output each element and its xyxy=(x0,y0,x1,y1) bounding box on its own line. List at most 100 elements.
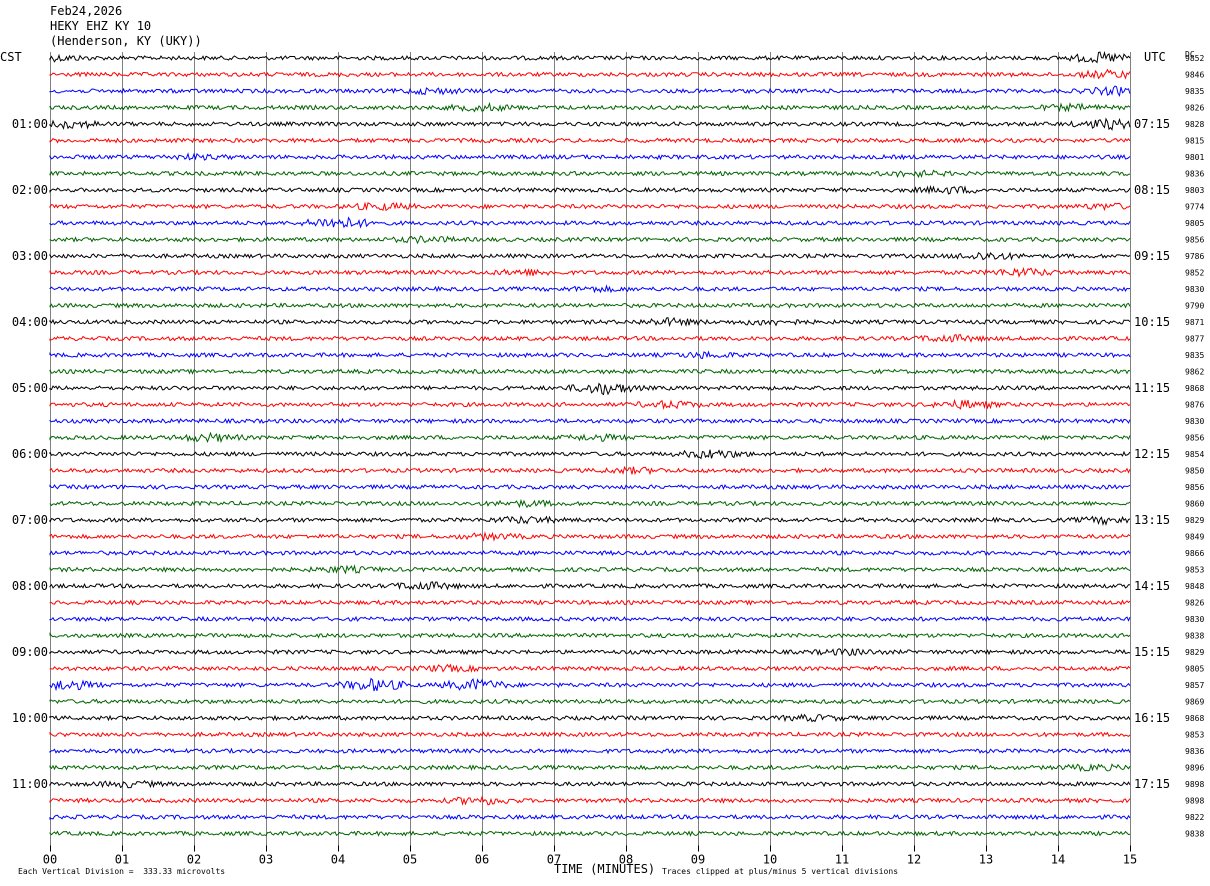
trace-line-21 xyxy=(49,382,1131,396)
dc-value-label: 9805 xyxy=(1185,219,1204,228)
trace-line-3 xyxy=(49,85,1131,97)
trace-line-28 xyxy=(49,498,1131,509)
dc-header-label: DC xyxy=(1185,50,1195,59)
trace-line-22 xyxy=(49,398,1131,411)
right-hour-label: 11:15 xyxy=(1134,381,1170,395)
x-tick-label: 10 xyxy=(763,853,777,867)
dc-value-label: 9853 xyxy=(1185,566,1204,575)
trace-line-46 xyxy=(49,795,1131,806)
dc-value-label: 9835 xyxy=(1185,87,1204,96)
trace-line-44 xyxy=(49,763,1131,773)
trace-line-16 xyxy=(49,302,1131,309)
dc-value-label: 9849 xyxy=(1185,533,1204,542)
dc-value-label: 9830 xyxy=(1185,285,1204,294)
x-tick-label: 09 xyxy=(691,853,705,867)
dc-value-label: 9828 xyxy=(1185,120,1204,129)
left-hour-label: 08:00 xyxy=(12,579,48,593)
dc-value-label: 9805 xyxy=(1185,665,1204,674)
dc-value-label: 9801 xyxy=(1185,153,1204,162)
trace-line-45 xyxy=(49,779,1131,789)
location-label: (Henderson, KY (UKY)) xyxy=(50,34,202,48)
seismic-traces xyxy=(49,50,1131,837)
right-hour-label: 15:15 xyxy=(1134,645,1170,659)
trace-line-23 xyxy=(49,417,1131,425)
right-hour-label: 16:15 xyxy=(1134,711,1170,725)
dc-value-label: 9868 xyxy=(1185,714,1204,723)
trace-line-27 xyxy=(49,483,1131,491)
left-hour-label: 03:00 xyxy=(12,249,48,263)
left-hour-label: 01:00 xyxy=(12,117,48,131)
dc-value-label: 9838 xyxy=(1185,830,1204,839)
x-axis-label: TIME (MINUTES) xyxy=(554,862,656,876)
x-tick-label: 11 xyxy=(835,853,849,867)
trace-line-2 xyxy=(49,68,1131,80)
trace-line-47 xyxy=(49,813,1131,821)
dc-value-label: 9868 xyxy=(1185,384,1204,393)
dc-value-label: 9862 xyxy=(1185,368,1204,377)
right-hour-label: 13:15 xyxy=(1134,513,1170,527)
x-tick-label: 14 xyxy=(1051,853,1065,867)
trace-line-37 xyxy=(49,648,1131,657)
trace-line-30 xyxy=(49,531,1131,542)
trace-line-39 xyxy=(49,677,1131,692)
left-hour-label: 05:00 xyxy=(12,381,48,395)
trace-line-43 xyxy=(49,747,1131,755)
dc-value-label: 9836 xyxy=(1185,170,1204,179)
left-hour-label: 11:00 xyxy=(12,777,48,791)
dc-value-label: 9856 xyxy=(1185,483,1204,492)
date-label: Feb24,2026 xyxy=(50,4,123,18)
trace-line-10 xyxy=(49,201,1131,212)
trace-line-41 xyxy=(49,713,1131,723)
right-hour-label: 10:15 xyxy=(1134,315,1170,329)
left-hour-label: 09:00 xyxy=(12,645,48,659)
trace-line-12 xyxy=(49,235,1131,245)
left-hour-label: 06:00 xyxy=(12,447,48,461)
x-tick-label: 06 xyxy=(475,853,489,867)
dc-value-label: 9852 xyxy=(1185,269,1204,278)
x-tick-label: 01 xyxy=(115,853,129,867)
x-tick-label: 07 xyxy=(547,853,561,867)
vertical-grid xyxy=(50,52,1131,846)
dc-value-label: 9836 xyxy=(1185,747,1204,756)
trace-line-9 xyxy=(49,184,1131,195)
trace-line-1 xyxy=(49,50,1131,64)
x-tick-label: 12 xyxy=(907,853,921,867)
dc-value-label: 9856 xyxy=(1185,236,1204,245)
trace-line-5 xyxy=(49,117,1131,131)
dc-labels: 9852 9846 9835 9826 9828 9815 9801 9836 9803 9774… xyxy=(1185,54,1204,839)
trace-line-11 xyxy=(49,216,1131,229)
left-hour-label: 07:00 xyxy=(12,513,48,527)
trace-line-36 xyxy=(49,632,1131,639)
trace-line-8 xyxy=(49,169,1131,179)
trace-line-31 xyxy=(49,549,1131,557)
dc-value-label: 9822 xyxy=(1185,813,1204,822)
trace-line-17 xyxy=(49,316,1131,328)
station-label: HEKY EHZ KY 10 xyxy=(50,19,152,33)
dc-value-label: 9826 xyxy=(1185,599,1204,608)
x-tick-label: 08 xyxy=(619,853,633,867)
trace-line-19 xyxy=(49,350,1131,359)
dc-value-label: 9846 xyxy=(1185,71,1204,80)
right-hour-label: 14:15 xyxy=(1134,579,1170,593)
right-hour-label: 12:15 xyxy=(1134,447,1170,461)
trace-line-14 xyxy=(49,266,1131,278)
trace-line-38 xyxy=(49,663,1131,673)
trace-line-29 xyxy=(49,515,1131,526)
trace-line-20 xyxy=(49,368,1131,375)
dc-value-label: 9848 xyxy=(1185,582,1204,591)
trace-line-26 xyxy=(49,465,1131,476)
dc-value-label: 9898 xyxy=(1185,797,1204,806)
dc-value-label: 9856 xyxy=(1185,434,1204,443)
dc-value-label: 9838 xyxy=(1185,632,1204,641)
dc-value-label: 9829 xyxy=(1185,516,1204,525)
dc-value-label: 9853 xyxy=(1185,731,1204,740)
trace-line-18 xyxy=(49,333,1131,343)
x-tick-label: 13 xyxy=(979,853,993,867)
dc-value-label: 9830 xyxy=(1185,417,1204,426)
left-timezone-label: CST xyxy=(0,50,22,64)
dc-value-label: 9896 xyxy=(1185,764,1204,773)
trace-line-33 xyxy=(49,580,1130,591)
x-tick-label: 15 xyxy=(1123,853,1137,867)
dc-value-label: 9857 xyxy=(1185,681,1204,690)
